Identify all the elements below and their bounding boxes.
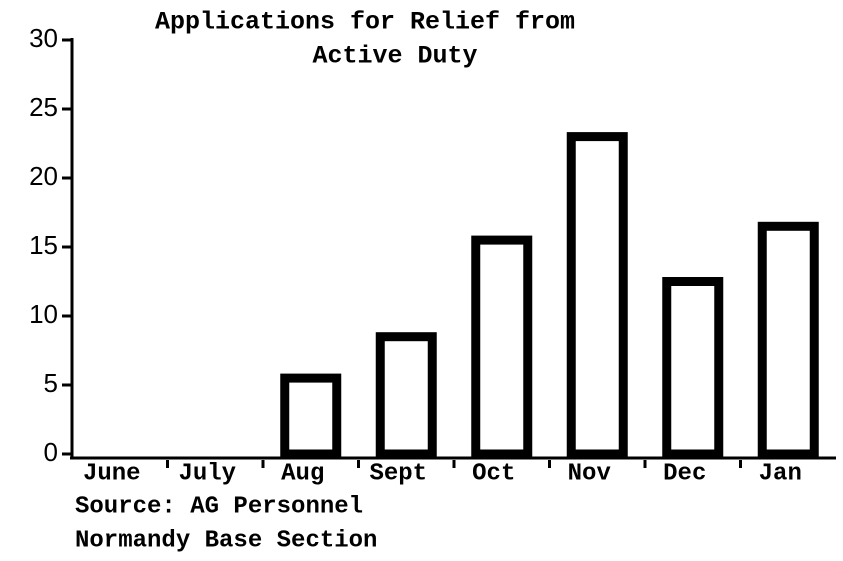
x-tick-label: June	[83, 460, 141, 487]
y-tick-label: 10	[29, 299, 58, 329]
x-tick-label: Nov	[568, 460, 611, 487]
y-tick-label: 20	[29, 161, 58, 191]
x-tick-label: Jan	[759, 460, 802, 487]
y-tick-label: 30	[29, 23, 58, 53]
bar	[566, 132, 628, 459]
annotation: Source: AG Personnel	[75, 493, 363, 520]
bar	[662, 277, 724, 459]
y-tick-label: 15	[29, 230, 58, 260]
chart-title: Active Duty	[312, 42, 477, 71]
bar	[471, 235, 533, 459]
x-tick-label: Oct	[472, 460, 515, 487]
x-tick-label: July	[178, 460, 236, 487]
bar	[280, 373, 342, 459]
y-tick-label: 5	[44, 368, 58, 398]
bar	[757, 221, 819, 459]
y-tick-label: 0	[44, 437, 58, 467]
y-tick-label: 25	[29, 92, 58, 122]
chart-title: Applications for Relief from	[155, 8, 575, 37]
x-tick-label: Aug	[281, 460, 324, 487]
x-tick-label: Sept	[369, 460, 427, 487]
x-tick-label: Dec	[663, 460, 706, 487]
annotation: Normandy Base Section	[75, 527, 377, 554]
bar	[375, 332, 437, 459]
